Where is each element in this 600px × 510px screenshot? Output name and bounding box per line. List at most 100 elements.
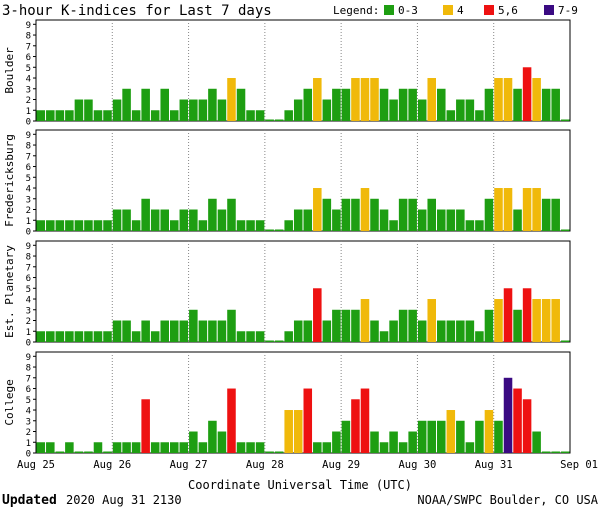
k-bar — [313, 188, 322, 231]
k-bar — [437, 209, 446, 231]
y-tick-label: 3 — [26, 195, 31, 205]
k-bar — [141, 320, 150, 342]
y-tick-label: 4 — [26, 75, 31, 85]
k-bar — [255, 220, 265, 231]
k-bar — [103, 220, 112, 231]
k-bar — [74, 220, 84, 231]
k-bar — [236, 88, 246, 121]
k-bar — [170, 220, 179, 231]
k-bar — [36, 331, 46, 342]
y-tick-label: 0 — [26, 339, 31, 349]
k-bar — [122, 442, 131, 453]
y-tick-label: 9 — [26, 353, 31, 363]
k-bar — [503, 78, 513, 121]
panel-name: Boulder — [3, 47, 16, 94]
k-bar — [427, 420, 436, 453]
k-bar — [446, 320, 456, 342]
k-bar — [446, 410, 456, 453]
k-bar — [246, 331, 255, 342]
x-tick-label: Aug 28 — [246, 459, 284, 471]
k-bar — [341, 198, 351, 231]
y-tick-label: 4 — [26, 185, 31, 195]
k-bar — [236, 442, 246, 453]
k-bar — [274, 340, 284, 342]
k-bar — [351, 309, 360, 342]
k-bar — [189, 431, 198, 453]
k-bar — [84, 451, 93, 453]
k-bar — [112, 99, 122, 121]
k-bar — [150, 209, 160, 231]
y-tick-label: 1 — [26, 439, 31, 449]
k-bar — [198, 99, 208, 121]
k-bar — [131, 110, 141, 121]
k-bar — [322, 99, 332, 121]
y-tick-label: 0 — [26, 118, 31, 128]
y-tick-label: 3 — [26, 85, 31, 95]
k-bar — [560, 229, 570, 231]
k-bar — [389, 99, 398, 121]
k-bar — [351, 78, 360, 121]
k-bar — [475, 220, 484, 231]
k-bar — [408, 431, 417, 453]
y-tick-label: 1 — [26, 328, 31, 338]
k-bar — [227, 309, 236, 342]
legend-label: Legend: — [333, 4, 379, 17]
k-bar — [332, 88, 341, 121]
k-bar — [208, 420, 217, 453]
k-bar — [93, 110, 103, 121]
y-tick-label: 5 — [26, 174, 31, 184]
k-bar — [389, 320, 398, 342]
k-bar — [351, 198, 360, 231]
k-bar — [322, 198, 332, 231]
y-tick-label: 2 — [26, 428, 31, 438]
k-bar — [360, 78, 370, 121]
k-bar — [522, 188, 532, 231]
k-bar — [112, 209, 122, 231]
k-bar — [437, 320, 446, 342]
legend-swatch — [544, 5, 554, 15]
x-tick-label: Sep 01 — [560, 459, 598, 471]
k-bar — [475, 110, 484, 121]
k-bar — [274, 451, 284, 453]
k-bar — [179, 320, 189, 342]
k-bar — [532, 431, 541, 453]
k-bar — [36, 442, 46, 453]
k-bar — [417, 320, 427, 342]
k-bar — [437, 420, 446, 453]
k-bar — [560, 451, 570, 453]
k-bar — [503, 288, 513, 342]
y-tick-label: 5 — [26, 285, 31, 295]
y-tick-label: 7 — [26, 374, 31, 384]
k-bar — [274, 229, 284, 231]
k-bar — [332, 309, 341, 342]
k-bar — [255, 110, 265, 121]
k-bar — [84, 99, 93, 121]
k-bar — [36, 110, 46, 121]
k-bar — [265, 229, 274, 231]
k-bar — [541, 299, 551, 342]
y-tick-label: 1 — [26, 107, 31, 117]
k-bar — [541, 88, 551, 121]
k-bar — [560, 340, 570, 342]
k-bar — [246, 110, 255, 121]
k-bar — [122, 320, 131, 342]
k-bar — [170, 442, 179, 453]
k-bar — [437, 88, 446, 121]
chart-header: 3-hour K-indices for Last 7 days Legend:… — [2, 3, 578, 19]
k-bar — [141, 198, 150, 231]
k-bar — [456, 320, 465, 342]
k-bar — [122, 209, 131, 231]
k-bar — [398, 442, 408, 453]
k-bar — [189, 99, 198, 121]
k-bar — [465, 99, 475, 121]
k-bar — [389, 220, 398, 231]
y-tick-label: 6 — [26, 53, 31, 63]
k-bar — [55, 220, 65, 231]
k-bar — [84, 220, 93, 231]
k-bar — [303, 88, 313, 121]
k-bar — [93, 331, 103, 342]
legend-swatch — [443, 5, 453, 15]
k-bar — [389, 431, 398, 453]
k-bar — [131, 220, 141, 231]
k-bar — [532, 299, 541, 342]
